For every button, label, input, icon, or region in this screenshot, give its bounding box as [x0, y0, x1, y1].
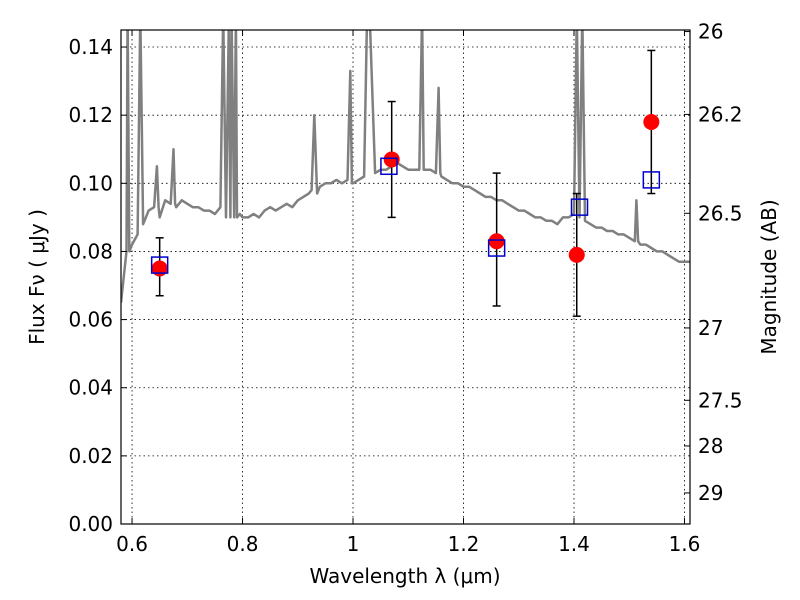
- observed-point: [643, 113, 660, 130]
- model-photometry-point: [380, 157, 398, 176]
- model-photometry-point: [487, 239, 506, 257]
- y-tick-label: 0.00: [68, 512, 113, 536]
- magnitude-tick-label: 27.5: [698, 388, 743, 412]
- y-tick-label: 0.08: [68, 239, 113, 263]
- model-photometry-points: [150, 157, 661, 274]
- model-spectrum-line: [121, 30, 690, 303]
- y-tick-label: 0.14: [68, 35, 113, 59]
- model-photometry-point: [570, 198, 589, 216]
- y-tick-label: 0.04: [68, 376, 113, 400]
- magnitude-tick-label: 29: [698, 481, 723, 505]
- x-tick-label: 1.6: [669, 532, 701, 556]
- model-photometry-point: [150, 256, 169, 274]
- magnitude-tick-label: 26.2: [698, 102, 743, 126]
- observed-points: [151, 113, 660, 277]
- y-tick-label: 0.10: [68, 171, 113, 195]
- magnitude-tick-label: 26.5: [698, 201, 743, 225]
- observed-point: [383, 151, 400, 168]
- x-tick-label: 1: [347, 532, 360, 556]
- plot-area: [121, 30, 690, 317]
- magnitude-tick-label: 28: [698, 434, 723, 458]
- magnitude-tick-label: 26: [698, 20, 723, 44]
- observed-point: [568, 246, 585, 263]
- observed-point: [488, 233, 505, 250]
- y-tick-label: 0.02: [68, 444, 113, 468]
- y-tick-label: 0.12: [68, 103, 113, 127]
- x-tick-label: 1.4: [558, 532, 590, 556]
- magnitude-axis-label: Magnitude (AB): [757, 199, 781, 354]
- y-axis-label: Flux Fν ( μJy ): [25, 209, 49, 345]
- x-tick-label: 0.6: [116, 532, 148, 556]
- model-photometry-point: [642, 171, 661, 189]
- magnitude-axis-ticks: 26 26.2 26.5 27 27.5 28 29: [684, 20, 743, 505]
- x-tick-label: 1.2: [448, 532, 480, 556]
- x-tick-label: 0.8: [227, 532, 259, 556]
- x-axis-ticks: 0.6 0.8 1 1.2 1.4 1.6: [116, 30, 700, 556]
- x-axis-label: Wavelength λ (μm): [309, 564, 500, 588]
- y-axis-ticks: 0.00 0.02 0.04 0.06 0.08 0.10 0.12 0.14: [68, 35, 127, 536]
- plot-frame: [120, 29, 691, 525]
- y-tick-label: 0.06: [68, 308, 113, 332]
- magnitude-tick-label: 27: [698, 316, 723, 340]
